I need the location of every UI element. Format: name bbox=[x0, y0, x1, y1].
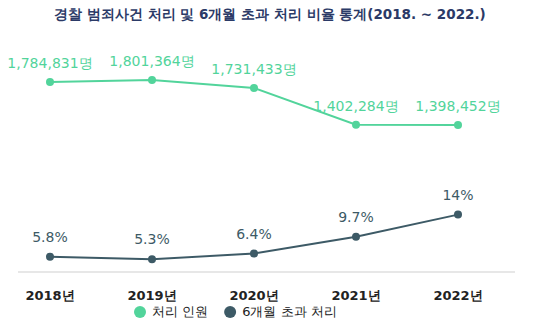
legend-marker bbox=[134, 306, 146, 318]
legend: 처리 인원 6개월 초과 처리 bbox=[134, 304, 337, 319]
point bbox=[352, 233, 360, 241]
data-labels: 1,784,831명 1,801,364명 1,731,433명 1,402,284명… bbox=[7, 53, 500, 247]
legend-label: 6개월 초과 처리 bbox=[242, 304, 337, 319]
plot-area bbox=[46, 76, 462, 263]
data-label: 5.8% bbox=[32, 229, 68, 245]
data-label: 9.7% bbox=[338, 209, 374, 225]
legend-marker bbox=[224, 306, 236, 318]
x-tick-label: 2022년 bbox=[433, 288, 482, 303]
legend-label: 처리 인원 bbox=[152, 304, 208, 319]
title: 경찰 범죄사건 처리 및 6개월 초과 처리 비율 통계(2018. ~ 202… bbox=[54, 6, 485, 22]
point bbox=[148, 76, 156, 84]
point bbox=[250, 250, 258, 258]
data-label: 1,731,433명 bbox=[211, 61, 296, 77]
x-tick-label: 2021년 bbox=[331, 288, 380, 303]
data-label: 14% bbox=[442, 187, 473, 203]
data-label: 1,398,452명 bbox=[415, 98, 500, 114]
data-label: 1,784,831명 bbox=[7, 55, 92, 71]
point bbox=[454, 211, 462, 219]
series-line bbox=[50, 80, 458, 125]
point bbox=[148, 255, 156, 263]
chart: 경찰 범죄사건 처리 및 6개월 초과 처리 비율 통계(2018. ~ 202… bbox=[0, 0, 534, 324]
point bbox=[46, 253, 54, 261]
x-tick-label: 2018년 bbox=[25, 288, 74, 303]
point bbox=[352, 121, 360, 129]
x-axis-line bbox=[18, 271, 515, 272]
data-label: 1,801,364명 bbox=[109, 53, 194, 69]
point bbox=[46, 78, 54, 86]
x-tick-label: 2019년 bbox=[127, 288, 176, 303]
point bbox=[250, 84, 258, 92]
point bbox=[454, 121, 462, 129]
x-tick-label: 2020년 bbox=[229, 288, 278, 303]
data-label: 5.3% bbox=[134, 231, 170, 247]
data-label: 1,402,284명 bbox=[313, 98, 398, 114]
data-label: 6.4% bbox=[236, 226, 272, 242]
series-line bbox=[50, 215, 458, 260]
